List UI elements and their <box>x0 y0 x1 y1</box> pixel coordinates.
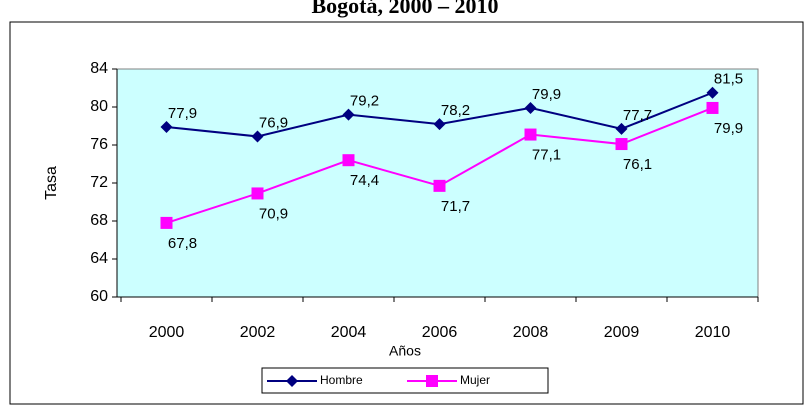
x-tick-label: 2000 <box>149 324 185 341</box>
data-point <box>706 101 719 114</box>
data-label: 81,5 <box>714 71 743 88</box>
data-point <box>342 108 355 121</box>
y-axis-label: Tasa <box>43 166 60 200</box>
x-tick-label: 2002 <box>240 324 276 341</box>
y-tick-label: 72 <box>90 174 108 191</box>
data-label: 79,9 <box>532 86 561 103</box>
x-tick-label: 2004 <box>331 324 367 341</box>
y-tick-label: 68 <box>90 212 108 229</box>
data-point <box>433 118 446 131</box>
chart-title: Bogotá, 2000 – 2010 <box>312 0 499 18</box>
x-tick-label: 2010 <box>695 324 731 341</box>
data-label: 76,1 <box>623 156 652 173</box>
data-label: 70,9 <box>259 205 288 222</box>
x-tick-label: 2009 <box>604 324 640 341</box>
data-point <box>524 101 537 114</box>
data-label: 67,8 <box>168 235 197 252</box>
y-tick-label: 60 <box>90 288 108 305</box>
data-label: 74,4 <box>350 172 379 189</box>
data-label: 79,9 <box>714 120 743 137</box>
x-tick-label: 2008 <box>513 324 549 341</box>
data-point <box>251 187 264 200</box>
data-point <box>706 86 719 99</box>
data-point <box>615 138 628 151</box>
legend-marker <box>426 375 438 387</box>
legend-marker <box>286 375 298 387</box>
data-point <box>342 154 355 167</box>
data-point <box>433 179 446 192</box>
data-label: 77,9 <box>168 105 197 122</box>
y-tick-label: 64 <box>90 250 108 267</box>
data-label: 77,1 <box>532 147 561 164</box>
data-label: 78,2 <box>441 102 470 119</box>
y-tick-label: 84 <box>90 60 108 77</box>
data-label: 79,2 <box>350 93 379 110</box>
y-tick-label: 76 <box>90 136 108 153</box>
y-tick-label: 80 <box>90 98 108 115</box>
data-label: 71,7 <box>441 198 470 215</box>
legend-label: Hombre <box>320 373 363 387</box>
data-point <box>160 120 173 133</box>
legend-label: Mujer <box>460 373 490 387</box>
data-point <box>160 216 173 229</box>
x-tick-label: 2006 <box>422 324 458 341</box>
data-point <box>615 122 628 135</box>
data-point <box>524 128 537 141</box>
data-point <box>251 130 264 143</box>
x-axis-label: Años <box>389 343 421 359</box>
data-label: 77,7 <box>623 107 652 124</box>
data-label: 76,9 <box>259 114 288 131</box>
